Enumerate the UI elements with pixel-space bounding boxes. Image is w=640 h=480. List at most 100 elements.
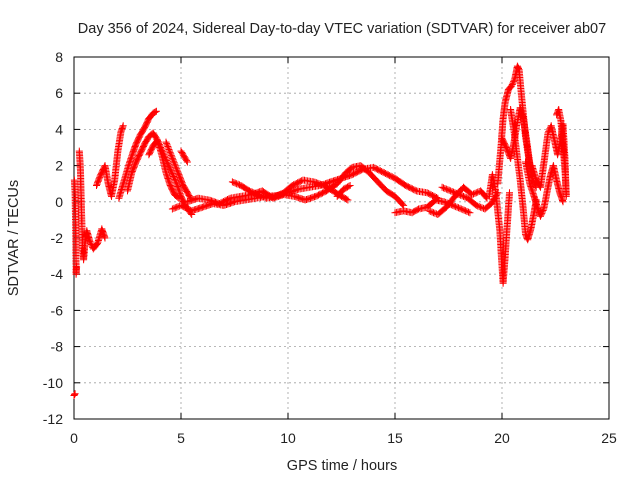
- data-point: [450, 202, 458, 210]
- data-point: [474, 202, 482, 210]
- x-tick-label: 25: [601, 430, 617, 446]
- data-point: [247, 188, 255, 195]
- data-point: [166, 148, 174, 156]
- data-point: [163, 158, 171, 166]
- y-tick-label: 6: [55, 85, 63, 101]
- data-point: [172, 163, 180, 171]
- data-point: [445, 186, 453, 194]
- data-point: [344, 196, 352, 204]
- data-point: [258, 192, 266, 200]
- data-point: [173, 203, 181, 211]
- data-point: [430, 209, 437, 217]
- data-point: [463, 208, 471, 215]
- data-point: [455, 191, 463, 199]
- x-tick-label: 15: [387, 430, 403, 446]
- data-point: [456, 204, 464, 212]
- data-point: [183, 158, 191, 166]
- data-point: [275, 191, 283, 199]
- data-point: [538, 209, 546, 217]
- data-point: [462, 207, 470, 215]
- data-point: [457, 191, 465, 199]
- data-point: [477, 203, 485, 211]
- data-point: [163, 141, 171, 149]
- y-tick-label: -2: [51, 230, 64, 246]
- data-point: [154, 138, 162, 146]
- data-point: [451, 189, 459, 197]
- data-point: [86, 238, 94, 246]
- data-point: [168, 170, 176, 178]
- y-tick-labels: -12 -10 -8 -6 -4 -2 0 2 4 6 8: [43, 49, 63, 427]
- y-tick-label: -10: [43, 375, 63, 391]
- data-point: [154, 136, 161, 144]
- data-point: [87, 239, 95, 247]
- data-point: [346, 182, 354, 189]
- x-tick-label: 0: [70, 430, 78, 446]
- data-point: [537, 212, 544, 220]
- y-tick-label: -8: [51, 339, 64, 355]
- data-points: [70, 62, 570, 399]
- data-point: [171, 177, 179, 185]
- data-point: [173, 166, 181, 174]
- data-point: [155, 141, 163, 149]
- y-axis-label: SDTVAR / TECUs: [6, 180, 22, 296]
- data-point: [472, 201, 480, 209]
- data-point: [425, 207, 433, 215]
- data-point: [465, 208, 472, 216]
- data-point: [171, 175, 179, 183]
- data-point: [509, 79, 517, 87]
- data-point: [170, 173, 177, 180]
- y-tick-label: 8: [55, 49, 63, 65]
- x-axis-label: GPS time / hours: [287, 458, 397, 474]
- data-point: [71, 390, 79, 398]
- data-point: [166, 165, 174, 173]
- data-point: [169, 171, 177, 179]
- data-point: [152, 107, 160, 115]
- data-point: [343, 195, 351, 203]
- data-point: [183, 157, 191, 165]
- data-point: [440, 198, 448, 206]
- data-point: [466, 209, 474, 217]
- data-point: [169, 156, 177, 164]
- y-tick-label: -6: [51, 302, 64, 318]
- data-point: [168, 168, 176, 176]
- y-tick-label: 0: [55, 194, 63, 210]
- data-point: [164, 143, 172, 150]
- data-point: [510, 78, 518, 86]
- y-tick-label: 2: [55, 158, 63, 174]
- data-point: [101, 234, 109, 242]
- data-point: [253, 190, 261, 198]
- data-point: [162, 155, 170, 163]
- data-point: [233, 180, 241, 188]
- data-point: [461, 193, 469, 201]
- data-point: [119, 122, 127, 130]
- data-point: [170, 157, 178, 165]
- y-tick-label: 4: [55, 121, 63, 137]
- data-point: [559, 198, 567, 206]
- data-point: [173, 165, 180, 173]
- data-point: [159, 149, 167, 157]
- data-point: [539, 207, 547, 214]
- data-point: [562, 191, 570, 199]
- x-tick-label: 10: [280, 430, 296, 446]
- data-point: [174, 168, 182, 176]
- chart-title: Day 356 of 2024, Sidereal Day-to-day VTE…: [78, 21, 606, 37]
- data-point: [162, 157, 170, 164]
- y-tick-label: -4: [51, 266, 64, 282]
- data-point: [508, 82, 516, 90]
- data-point: [157, 144, 165, 151]
- data-point: [158, 146, 166, 154]
- data-point: [157, 145, 165, 153]
- data-point: [231, 179, 239, 187]
- data-point: [538, 208, 546, 216]
- data-point: [171, 160, 179, 168]
- data-point: [508, 81, 516, 88]
- data-point: [166, 164, 174, 172]
- data-point: [260, 193, 268, 201]
- data-point: [73, 263, 81, 271]
- data-point: [155, 139, 163, 147]
- data-point: [165, 146, 173, 153]
- data-point: [168, 205, 176, 213]
- x-tick-label: 20: [494, 430, 510, 446]
